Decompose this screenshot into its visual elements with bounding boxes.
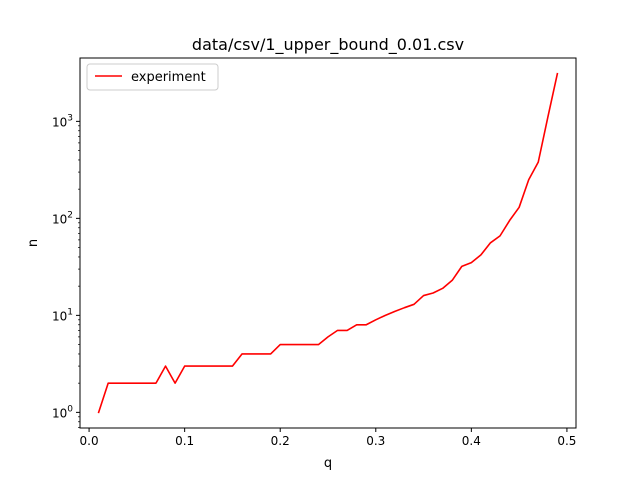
y-tick-label: 101 bbox=[52, 307, 73, 323]
legend-label: experiment bbox=[131, 70, 206, 85]
y-tick-base: 10 bbox=[52, 309, 67, 323]
x-tick-label: 0.2 bbox=[271, 434, 290, 448]
legend: experiment bbox=[86, 63, 219, 91]
x-tick-label: 0.1 bbox=[175, 434, 194, 448]
y-axis-label: n bbox=[26, 239, 41, 247]
chart-title: data/csv/1_upper_bound_0.01.csv bbox=[192, 35, 464, 55]
series-line-experiment bbox=[97, 72, 559, 414]
x-axis-label: q bbox=[324, 456, 332, 471]
y-tick-base: 10 bbox=[52, 115, 67, 129]
y-tick-label: 103 bbox=[52, 113, 73, 129]
y-tick-label: 102 bbox=[52, 210, 73, 226]
y-tick-exponent: 2 bbox=[67, 210, 73, 220]
x-tick-label: 0.5 bbox=[557, 434, 576, 448]
y-tick-base: 10 bbox=[52, 406, 67, 420]
series-layer bbox=[97, 72, 559, 414]
plot-frame bbox=[79, 57, 577, 429]
y-tick-exponent: 3 bbox=[67, 113, 73, 123]
legend-box bbox=[86, 63, 219, 91]
x-axis-ticks: 0.0 0.1 0.2 0.3 0.4 0.5 bbox=[80, 428, 576, 448]
x-tick-label: 0.3 bbox=[366, 434, 385, 448]
plot-area bbox=[80, 58, 576, 428]
x-tick-label: 0.0 bbox=[80, 434, 99, 448]
x-tick-label: 0.4 bbox=[462, 434, 481, 448]
y-tick-exponent: 0 bbox=[67, 404, 73, 414]
y-tick-base: 10 bbox=[52, 212, 67, 226]
y-tick-label: 100 bbox=[52, 404, 73, 420]
y-tick-exponent: 1 bbox=[67, 307, 73, 317]
